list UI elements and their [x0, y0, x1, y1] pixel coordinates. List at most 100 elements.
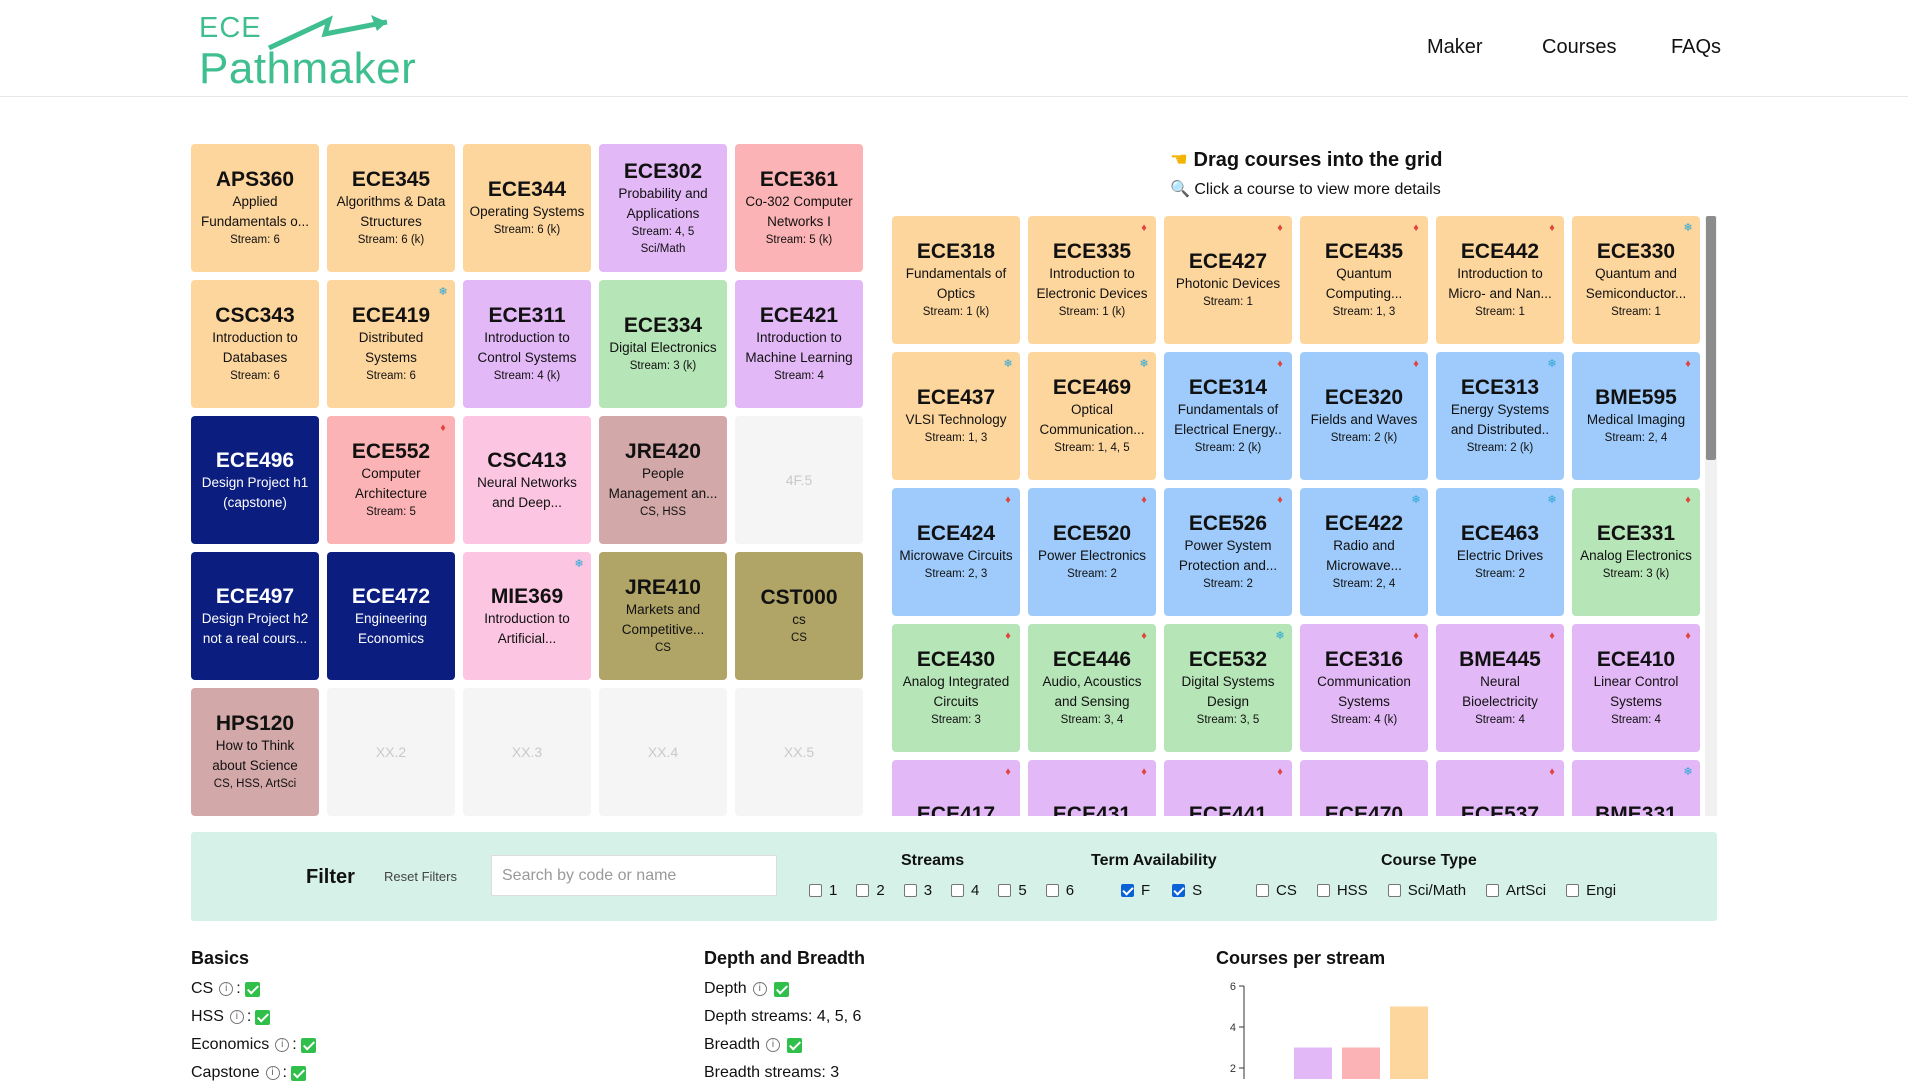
course-card[interactable]: ECE496 Design Project h1 (capstone): [191, 416, 319, 544]
course-card[interactable]: ECE318 Fundamentals of Optics Stream: 1 (k…: [892, 216, 1020, 344]
course-card[interactable]: ECE442 Introduction to Micro- and Nan... S…: [1436, 216, 1564, 344]
filter-checkbox-6[interactable]: 6: [1045, 882, 1074, 899]
course-card[interactable]: ECE344 Operating Systems Stream: 6 (k): [463, 144, 591, 272]
course-card[interactable]: ECE526 Power System Protection and... Stre…: [1164, 488, 1292, 616]
checkbox[interactable]: [1172, 884, 1186, 897]
course-name: How to Think about Science: [212, 738, 298, 773]
course-name: Audio, Acoustics and Sensing: [1042, 674, 1142, 709]
info-icon[interactable]: i: [219, 982, 234, 996]
course-card[interactable]: ECE419 Distributed Systems Stream: 6 ❄: [327, 280, 455, 408]
reset-filters-button[interactable]: Reset Filters: [384, 869, 457, 884]
course-card[interactable]: ECE446 Audio, Acoustics and Sensing Stream…: [1028, 624, 1156, 752]
course-card[interactable]: ECE430 Analog Integrated Circuits Stream: …: [892, 624, 1020, 752]
course-card[interactable]: ECE469 Optical Communication... Stream: 1,…: [1028, 352, 1156, 480]
course-card[interactable]: CST000 cs CS: [735, 552, 863, 680]
checkbox[interactable]: [998, 884, 1012, 897]
checkbox[interactable]: [809, 884, 822, 897]
filter-checkbox-4[interactable]: 4: [951, 882, 979, 899]
course-card[interactable]: ECE311 Introduction to Control Systems Str…: [463, 280, 591, 408]
filter-checkbox-artsci[interactable]: ArtSci: [1486, 882, 1546, 899]
course-card[interactable]: ECE552 Computer Architecture Stream: 5 ♦: [327, 416, 455, 544]
course-card[interactable]: BME331Physiological❄: [1572, 760, 1700, 816]
search-input[interactable]: [491, 855, 777, 896]
course-card[interactable]: ECE532 Digital Systems Design Stream: 3, 5…: [1164, 624, 1292, 752]
course-card[interactable]: ECE472 Engineering Economics: [327, 552, 455, 680]
info-icon[interactable]: i: [265, 1066, 280, 1080]
course-card[interactable]: APS360 Applied Fundamentals o... Stream: 6: [191, 144, 319, 272]
filter-checkbox-5[interactable]: 5: [998, 882, 1027, 899]
course-card[interactable]: ECE316 Communication Systems Stream: 4 (k)…: [1300, 624, 1428, 752]
course-card[interactable]: BME595 Medical Imaging Stream: 2, 4 ♦: [1572, 352, 1700, 480]
course-card[interactable]: ECE302 Probability and Applications Stream…: [599, 144, 727, 272]
course-card[interactable]: ECE320 Fields and Waves Stream: 2 (k) ♦: [1300, 352, 1428, 480]
filter-checkbox-1[interactable]: 1: [809, 882, 837, 899]
filter-checkbox-3[interactable]: 3: [903, 882, 932, 899]
info-icon[interactable]: i: [766, 1038, 781, 1052]
filter-checkbox-cs[interactable]: CS: [1256, 882, 1297, 899]
course-card[interactable]: ECE330 Quantum and Semiconductor... Stream…: [1572, 216, 1700, 344]
course-card[interactable]: JRE420 People Management an... CS, HSS: [599, 416, 727, 544]
filter-checkbox-2[interactable]: 2: [856, 882, 885, 899]
info-icon[interactable]: i: [752, 982, 767, 996]
checkbox[interactable]: [1387, 884, 1401, 897]
course-name: Digital Electronics: [609, 340, 717, 355]
checkbox[interactable]: [903, 884, 917, 897]
course-card[interactable]: MIE369 Introduction to Artificial... ❄: [463, 552, 591, 680]
course-card[interactable]: ECE422 Radio and Microwave... Stream: 2, 4…: [1300, 488, 1428, 616]
course-card[interactable]: ECE421 Introduction to Machine Learning St…: [735, 280, 863, 408]
checkbox[interactable]: [951, 884, 965, 897]
course-card[interactable]: CSC343 Introduction to Databases Stream: 6: [191, 280, 319, 408]
course-code: CSC343: [215, 304, 295, 327]
course-card[interactable]: ECE437 VLSI Technology Stream: 1, 3 ❄: [892, 352, 1020, 480]
info-icon[interactable]: i: [275, 1038, 290, 1052]
catalog-scroll-thumb[interactable]: [1706, 216, 1716, 460]
filter-checkbox-scimath[interactable]: Sci/Math: [1387, 882, 1466, 899]
course-card[interactable]: ECE314 Fundamentals of Electrical Energy.…: [1164, 352, 1292, 480]
nav-courses[interactable]: Courses: [1542, 36, 1617, 58]
course-card[interactable]: ECE334 Digital Electronics Stream: 3 (k): [599, 280, 727, 408]
filter-checkbox-s[interactable]: S: [1172, 882, 1202, 899]
course-card[interactable]: ECE470Robot Modeling...: [1300, 760, 1428, 816]
course-card[interactable]: ECE435 Quantum Computing... Stream: 1, 3 ♦: [1300, 216, 1428, 344]
filter-checkbox-f[interactable]: F: [1121, 882, 1150, 899]
checkbox[interactable]: [1121, 884, 1134, 897]
course-card[interactable]: ECE431Digital Signal...♦: [1028, 760, 1156, 816]
basics-item-label: Economics: [191, 1036, 270, 1053]
checkbox[interactable]: [1486, 884, 1500, 897]
click-hint-text: Click a course to view more details: [1194, 181, 1441, 198]
course-name: Operating Systems: [469, 204, 585, 219]
checkbox[interactable]: [1256, 884, 1269, 897]
course-card[interactable]: ECE331 Analog Electronics Stream: 3 (k) ♦: [1572, 488, 1700, 616]
course-card[interactable]: ECE410 Linear Control Systems Stream: 4 ♦: [1572, 624, 1700, 752]
filter-checkbox-engi[interactable]: Engi: [1566, 882, 1616, 899]
course-card[interactable]: ECE537Random♦: [1436, 760, 1564, 816]
course-card[interactable]: ECE335 Introduction to Electronic Devices…: [1028, 216, 1156, 344]
course-stream: Stream: 5: [366, 506, 416, 518]
logo[interactable]: ECE Pathmaker: [197, 10, 427, 93]
course-card[interactable]: ECE345 Algorithms & Data Structures Stream…: [327, 144, 455, 272]
checkbox[interactable]: [1316, 884, 1330, 897]
course-card[interactable]: CSC413 Neural Networks and Deep...: [463, 416, 591, 544]
course-card[interactable]: ECE361 Co-302 Computer Networks I Stream: …: [735, 144, 863, 272]
checkbox[interactable]: [856, 884, 870, 897]
nav-maker[interactable]: Maker: [1427, 36, 1483, 58]
filter-checkbox-hss[interactable]: HSS: [1316, 882, 1368, 899]
checkbox[interactable]: [1045, 884, 1059, 897]
course-card[interactable]: ECE463 Electric Drives Stream: 2 ❄: [1436, 488, 1564, 616]
checkbox[interactable]: [1566, 884, 1580, 897]
course-card[interactable]: ECE441Interfacing &...♦: [1164, 760, 1292, 816]
course-card[interactable]: ECE424 Microwave Circuits Stream: 2, 3 ♦: [892, 488, 1020, 616]
course-card[interactable]: ECE520 Power Electronics Stream: 2 ♦: [1028, 488, 1156, 616]
course-card[interactable]: HPS120 How to Think about Science CS, HSS,…: [191, 688, 319, 816]
course-card[interactable]: JRE410 Markets and Competitive... CS: [599, 552, 727, 680]
course-card[interactable]: ECE427 Photonic Devices Stream: 1 ♦: [1164, 216, 1292, 344]
course-card[interactable]: BME445 Neural Bioelectricity Stream: 4 ♦: [1436, 624, 1564, 752]
course-card[interactable]: ECE417Digital...♦: [892, 760, 1020, 816]
course-card[interactable]: ECE497 Design Project h2 not a real cours…: [191, 552, 319, 680]
catalog-scrollbar[interactable]: [1705, 216, 1717, 816]
nav-faqs[interactable]: FAQs: [1671, 36, 1722, 58]
depth-requirement: Depth i: [704, 980, 789, 998]
check-icon: [773, 981, 789, 997]
course-card[interactable]: ECE313 Energy Systems and Distributed.. St…: [1436, 352, 1564, 480]
info-icon[interactable]: i: [229, 1010, 244, 1024]
